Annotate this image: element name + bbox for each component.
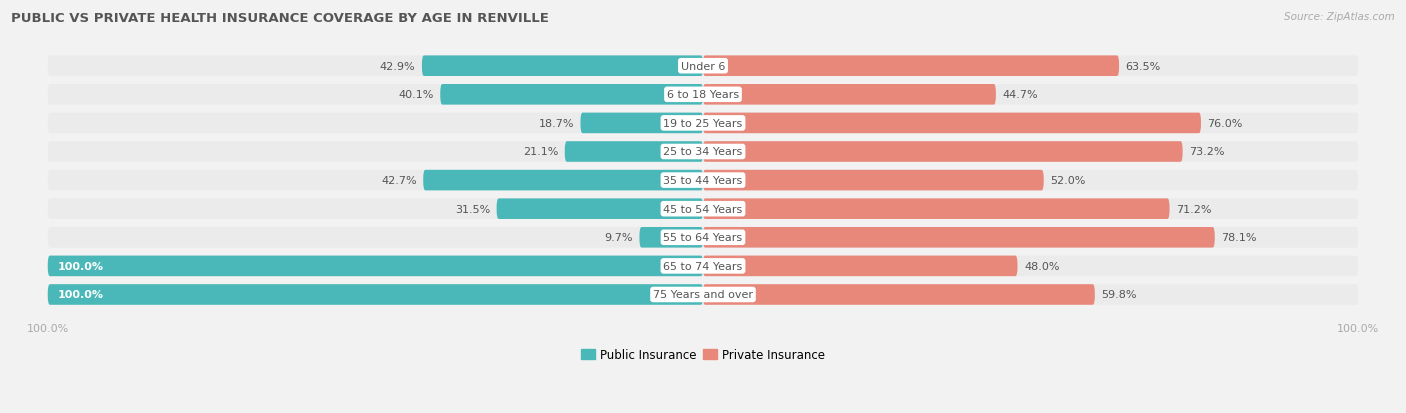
Text: 76.0%: 76.0% xyxy=(1208,119,1243,128)
FancyBboxPatch shape xyxy=(581,113,703,134)
Text: 42.7%: 42.7% xyxy=(381,176,416,186)
Text: 65 to 74 Years: 65 to 74 Years xyxy=(664,261,742,271)
FancyBboxPatch shape xyxy=(48,256,703,277)
Text: 55 to 64 Years: 55 to 64 Years xyxy=(664,233,742,243)
Text: 19 to 25 Years: 19 to 25 Years xyxy=(664,119,742,128)
Text: 25 to 34 Years: 25 to 34 Years xyxy=(664,147,742,157)
Text: 35 to 44 Years: 35 to 44 Years xyxy=(664,176,742,186)
FancyBboxPatch shape xyxy=(703,171,1043,191)
Text: 44.7%: 44.7% xyxy=(1002,90,1038,100)
FancyBboxPatch shape xyxy=(440,85,703,105)
Text: 21.1%: 21.1% xyxy=(523,147,558,157)
FancyBboxPatch shape xyxy=(48,199,1358,219)
FancyBboxPatch shape xyxy=(703,85,995,105)
Text: 45 to 54 Years: 45 to 54 Years xyxy=(664,204,742,214)
FancyBboxPatch shape xyxy=(48,285,703,305)
Text: 78.1%: 78.1% xyxy=(1222,233,1257,243)
Text: 6 to 18 Years: 6 to 18 Years xyxy=(666,90,740,100)
FancyBboxPatch shape xyxy=(703,113,1201,134)
Text: 59.8%: 59.8% xyxy=(1101,290,1137,300)
Text: 9.7%: 9.7% xyxy=(605,233,633,243)
Text: 63.5%: 63.5% xyxy=(1126,62,1161,71)
FancyBboxPatch shape xyxy=(640,228,703,248)
Text: PUBLIC VS PRIVATE HEALTH INSURANCE COVERAGE BY AGE IN RENVILLE: PUBLIC VS PRIVATE HEALTH INSURANCE COVER… xyxy=(11,12,550,25)
FancyBboxPatch shape xyxy=(48,228,1358,248)
FancyBboxPatch shape xyxy=(703,256,1018,277)
FancyBboxPatch shape xyxy=(48,142,1358,162)
FancyBboxPatch shape xyxy=(703,56,1119,77)
FancyBboxPatch shape xyxy=(703,285,1095,305)
FancyBboxPatch shape xyxy=(48,85,1358,105)
Text: 71.2%: 71.2% xyxy=(1175,204,1212,214)
FancyBboxPatch shape xyxy=(48,171,1358,191)
Text: 75 Years and over: 75 Years and over xyxy=(652,290,754,300)
FancyBboxPatch shape xyxy=(48,113,1358,134)
Text: Under 6: Under 6 xyxy=(681,62,725,71)
Text: 100.0%: 100.0% xyxy=(58,261,104,271)
Text: 73.2%: 73.2% xyxy=(1189,147,1225,157)
Text: 18.7%: 18.7% xyxy=(538,119,574,128)
FancyBboxPatch shape xyxy=(423,171,703,191)
FancyBboxPatch shape xyxy=(48,56,1358,77)
Legend: Public Insurance, Private Insurance: Public Insurance, Private Insurance xyxy=(576,343,830,366)
Text: 48.0%: 48.0% xyxy=(1024,261,1060,271)
FancyBboxPatch shape xyxy=(703,142,1182,162)
Text: 40.1%: 40.1% xyxy=(398,90,433,100)
FancyBboxPatch shape xyxy=(48,256,1358,277)
FancyBboxPatch shape xyxy=(565,142,703,162)
FancyBboxPatch shape xyxy=(48,285,1358,305)
FancyBboxPatch shape xyxy=(496,199,703,219)
Text: 42.9%: 42.9% xyxy=(380,62,415,71)
FancyBboxPatch shape xyxy=(422,56,703,77)
Text: Source: ZipAtlas.com: Source: ZipAtlas.com xyxy=(1284,12,1395,22)
Text: 31.5%: 31.5% xyxy=(454,204,491,214)
Text: 100.0%: 100.0% xyxy=(58,290,104,300)
FancyBboxPatch shape xyxy=(703,228,1215,248)
Text: 52.0%: 52.0% xyxy=(1050,176,1085,186)
FancyBboxPatch shape xyxy=(703,199,1170,219)
